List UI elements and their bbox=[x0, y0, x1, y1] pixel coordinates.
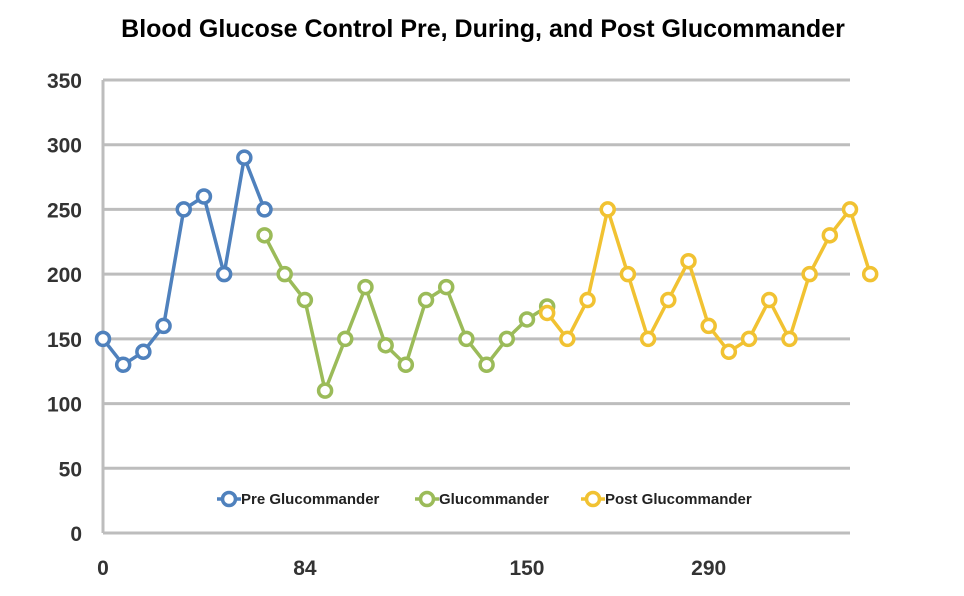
data-point bbox=[579, 291, 596, 309]
data-point bbox=[559, 330, 576, 348]
data-point bbox=[114, 356, 132, 373]
data-point bbox=[821, 227, 839, 244]
x-tick-label: 150 bbox=[509, 557, 544, 580]
y-tick-label: 100 bbox=[47, 394, 82, 417]
y-tick-label: 250 bbox=[47, 199, 82, 222]
data-point bbox=[478, 356, 495, 373]
data-point bbox=[720, 343, 738, 361]
data-point bbox=[841, 201, 859, 218]
data-point bbox=[498, 330, 516, 348]
x-axis: 0 84 150 290 bbox=[97, 557, 726, 580]
data-point bbox=[437, 278, 455, 296]
series-3 bbox=[538, 201, 879, 361]
data-point bbox=[861, 265, 879, 283]
data-point bbox=[680, 252, 697, 270]
data-point bbox=[518, 311, 536, 328]
x-tick-label: 0 bbox=[97, 557, 109, 580]
y-tick-label: 350 bbox=[47, 70, 82, 93]
legend-label: Post Glucommander bbox=[605, 491, 752, 508]
data-point bbox=[94, 330, 112, 348]
series-group bbox=[94, 149, 879, 399]
data-point bbox=[337, 330, 354, 348]
y-tick-label: 200 bbox=[47, 264, 82, 287]
data-point bbox=[760, 291, 778, 309]
data-point bbox=[740, 330, 758, 348]
data-point bbox=[195, 188, 213, 205]
data-point bbox=[700, 317, 717, 335]
legend-marker bbox=[584, 490, 602, 508]
data-point bbox=[256, 227, 273, 244]
data-point bbox=[397, 356, 415, 373]
series-2 bbox=[256, 227, 556, 399]
data-point bbox=[660, 291, 677, 309]
data-point bbox=[619, 265, 637, 283]
legend-label: Pre Glucommander bbox=[241, 491, 380, 508]
data-point bbox=[781, 330, 798, 348]
data-point bbox=[276, 265, 293, 283]
y-tick-label: 0 bbox=[70, 523, 82, 546]
data-point bbox=[256, 201, 273, 218]
data-point bbox=[639, 330, 657, 348]
data-point bbox=[135, 343, 152, 361]
grid bbox=[101, 78, 850, 535]
data-point bbox=[377, 337, 394, 354]
y-tick-label: 50 bbox=[59, 458, 82, 481]
data-point bbox=[296, 291, 314, 309]
legend-marker bbox=[220, 490, 238, 508]
data-point bbox=[538, 304, 556, 322]
chart-title: Blood Glucose Control Pre, During, and P… bbox=[121, 15, 845, 43]
data-point bbox=[236, 149, 253, 166]
data-point bbox=[458, 330, 475, 348]
data-point bbox=[316, 382, 334, 399]
legend-marker bbox=[418, 490, 436, 508]
data-point bbox=[357, 278, 374, 296]
x-tick-label: 84 bbox=[293, 557, 317, 580]
data-point bbox=[215, 265, 233, 283]
series-1 bbox=[94, 149, 273, 373]
y-tick-label: 300 bbox=[47, 135, 82, 158]
y-axis: 0 50 100 150 200 250 300 350 bbox=[47, 70, 82, 546]
data-point bbox=[175, 201, 193, 218]
x-tick-label: 290 bbox=[691, 557, 726, 580]
series-line bbox=[101, 155, 267, 367]
legend-label: Glucommander bbox=[439, 491, 549, 508]
data-point bbox=[155, 317, 172, 335]
legend: Pre Glucommander Glucommander Post Glucomm… bbox=[217, 490, 752, 508]
data-point bbox=[599, 201, 616, 218]
data-point bbox=[801, 265, 818, 283]
y-tick-label: 150 bbox=[47, 329, 82, 352]
data-point bbox=[417, 291, 435, 309]
